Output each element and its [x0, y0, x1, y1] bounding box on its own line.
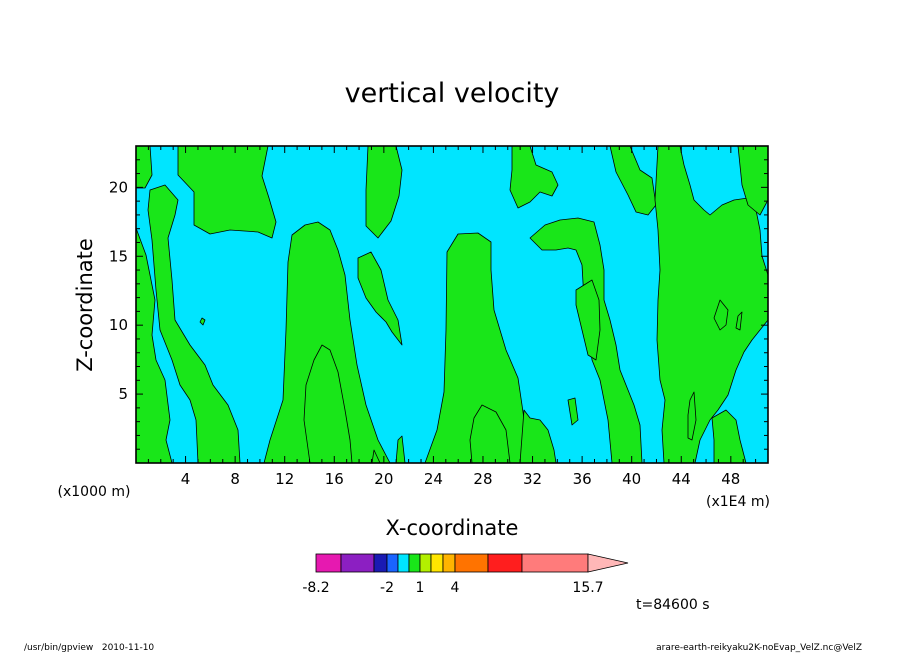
colorbar-label: -8.2 [302, 580, 329, 596]
contour-region [609, 145, 657, 216]
x-tick-label: 4 [181, 470, 191, 488]
colorbar-label: 1 [416, 580, 425, 596]
x-tick-label: 36 [573, 470, 592, 488]
colorbar-swatch [373, 553, 388, 573]
contour-region [529, 217, 643, 464]
contour-region [567, 397, 579, 426]
colorbar-swatch [442, 553, 456, 573]
contour-region [654, 145, 769, 464]
y-tick-label: 5 [118, 385, 128, 403]
contour-region [357, 251, 403, 346]
y-axis-unit: (x1000 m) [58, 484, 131, 500]
y-tick-label: 20 [109, 178, 128, 196]
x-axis-label: X-coordinate [386, 516, 519, 540]
contour-region [735, 311, 743, 331]
colorbar-swatch [386, 553, 399, 573]
footer-right: arare-earth-reikyaku2K-noEvap_VelZ.nc@Ve… [656, 643, 862, 653]
colorbar-swatch [315, 553, 342, 573]
contour-region [469, 404, 511, 464]
y-axis-label: Z-coordinate [73, 238, 97, 372]
contour-region [509, 145, 559, 209]
x-tick-label: 8 [230, 470, 240, 488]
contour-region [711, 409, 747, 464]
y-tick-label: 10 [109, 316, 128, 334]
x-tick-label: 16 [325, 470, 344, 488]
colorbar-swatch [487, 553, 523, 573]
contour-regions [135, 145, 769, 464]
contour-region [365, 145, 403, 239]
x-tick-label: 24 [424, 470, 443, 488]
contour-region [303, 344, 353, 464]
colorbar-swatch [419, 553, 432, 573]
colorbar-label: 4 [451, 580, 460, 596]
plot-frame [135, 145, 769, 464]
contour-region [687, 391, 697, 441]
colorbar-swatch [430, 553, 444, 573]
x-tick-label: 28 [473, 470, 492, 488]
colorbar-swatch [408, 553, 421, 573]
colorbar-swatch [521, 553, 589, 573]
chart-title: vertical velocity [345, 78, 560, 109]
x-axis-unit: (x1E4 m) [706, 494, 770, 510]
x-tick-label: 12 [275, 470, 294, 488]
contour-region [575, 279, 601, 361]
x-tick-label: 20 [374, 470, 393, 488]
time-label: t=84600 s [636, 597, 710, 613]
colorbar-swatch [397, 553, 410, 573]
colorbar [315, 553, 629, 573]
x-tick-label: 44 [672, 470, 691, 488]
contour-region [263, 221, 391, 464]
colorbar-label: -2 [380, 580, 394, 596]
colorbar-swatch [454, 553, 489, 573]
contour-region [199, 317, 206, 326]
x-axis-ticks: 4 8 12 16 20 24 28 32 36 40 44 48 [147, 146, 757, 488]
x-tick-label: 40 [622, 470, 641, 488]
x-tick-label: 48 [721, 470, 740, 488]
y-tick-label: 15 [109, 247, 128, 265]
footer-left: /usr/bin/gpview 2010-11-10 [24, 643, 154, 653]
y-axis-ticks: 5 10 15 20 [109, 159, 768, 450]
x-tick-label: 32 [523, 470, 542, 488]
colorbar-extension-arrow [587, 553, 629, 573]
colorbar-label: 15.7 [572, 580, 603, 596]
colorbar-swatch [340, 553, 375, 573]
colorbar-labels: -8.2 -2 1 4 15.7 [302, 580, 603, 596]
contour-region [713, 299, 729, 331]
contour-region [147, 184, 241, 464]
